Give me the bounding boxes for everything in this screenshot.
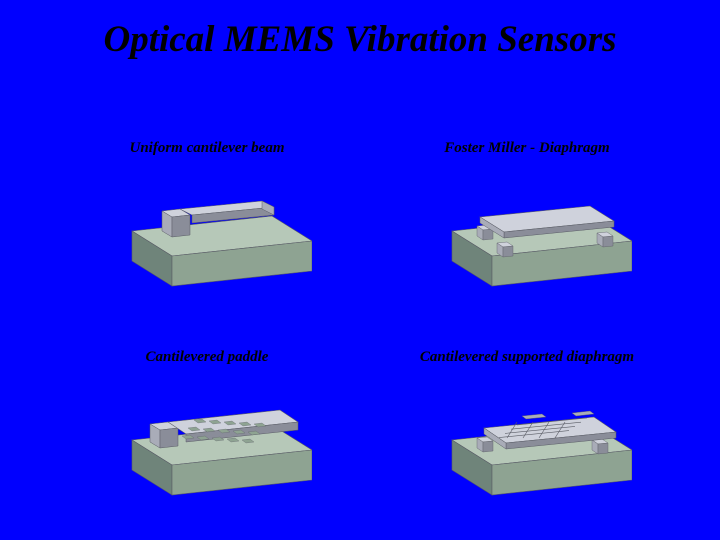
sensor-illustration — [102, 380, 312, 500]
sensor-cell: Cantilevered paddle — [72, 349, 342, 530]
sensor-illustration — [102, 171, 312, 291]
sensor-illustration — [422, 380, 632, 500]
sensor-cell: Foster Miller - Diaphragm — [392, 140, 662, 321]
sensor-cell: Uniform cantilever beam — [72, 140, 342, 321]
sensor-label: Cantilevered supported diaphragm — [420, 349, 634, 366]
page-title: Optical MEMS Vibration Sensors — [0, 18, 720, 61]
sensor-label: Uniform cantilever beam — [130, 140, 285, 157]
sensor-illustration — [422, 171, 632, 291]
sensor-cell: Cantilevered supported diaphragm — [392, 349, 662, 530]
sensor-label: Foster Miller - Diaphragm — [444, 140, 609, 157]
sensor-label: Cantilevered paddle — [146, 349, 269, 366]
sensor-grid: Uniform cantilever beam Foster Miller - … — [72, 140, 662, 530]
